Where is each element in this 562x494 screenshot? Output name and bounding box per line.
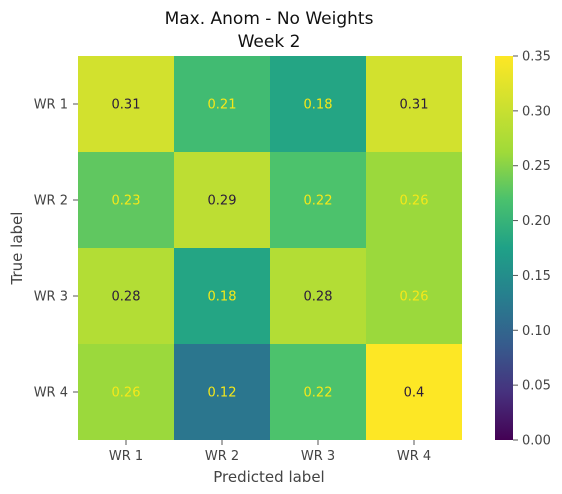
cell-value-label: 0.23: [112, 194, 141, 209]
colorbar-tick-label: 0.05: [522, 379, 551, 394]
heatmap-cell: [366, 248, 462, 344]
heatmap-cell: [270, 152, 366, 248]
cell-value-label: 0.26: [400, 290, 429, 305]
heatmap-cell: [174, 152, 270, 248]
x-axis-label: Predicted label: [213, 468, 324, 486]
cell-value-label: 0.26: [112, 386, 141, 401]
y-axis-ticks: WR 1 WR 2 WR 3 WR 4: [34, 98, 78, 401]
colorbar-tick-label: 0.00: [522, 434, 551, 449]
chart-title-line1: Max. Anom - No Weights: [165, 9, 374, 29]
cell-value-label: 0.28: [304, 290, 333, 305]
cell-value-label: 0.28: [112, 290, 141, 305]
heatmap-cell: [366, 152, 462, 248]
cell-value-label: 0.4: [404, 386, 425, 401]
heatmap-cell: [78, 248, 174, 344]
cell-value-label: 0.22: [304, 194, 333, 209]
heatmap-cell: [366, 56, 462, 152]
colorbar-tick-label: 0.10: [522, 324, 551, 339]
colorbar-tick-label: 0.15: [522, 269, 551, 284]
y-tick-label: WR 4: [34, 386, 68, 401]
heatmap-cell: [78, 344, 174, 440]
x-tick-label: WR 3: [301, 449, 335, 464]
cell-value-label: 0.31: [112, 98, 141, 113]
y-tick-label: WR 3: [34, 290, 68, 305]
x-tick-label: WR 2: [205, 449, 239, 464]
heatmap-cell: [366, 344, 462, 440]
heatmap-cell: [270, 56, 366, 152]
x-tick-label: WR 4: [397, 449, 431, 464]
cell-value-label: 0.26: [400, 194, 429, 209]
y-tick-label: WR 2: [34, 194, 68, 209]
colorbar-tick-label: 0.35: [522, 50, 551, 65]
cell-value-label: 0.21: [208, 98, 237, 113]
cell-value-label: 0.18: [304, 98, 333, 113]
heatmap-cell: [270, 248, 366, 344]
heatmap-cell: [174, 56, 270, 152]
cell-value-label: 0.18: [208, 290, 237, 305]
colorbar-tick-label: 0.30: [522, 104, 551, 119]
heatmap-cell: [174, 344, 270, 440]
heatmap-cell: [78, 152, 174, 248]
colorbar-tick-label: 0.20: [522, 214, 551, 229]
colorbar-ticks: 0.00 0.05 0.10 0.15 0.20 0.25 0.30 0.35: [513, 50, 551, 449]
x-tick-label: WR 1: [109, 449, 143, 464]
cell-value-label: 0.31: [400, 98, 429, 113]
y-tick-label: WR 1: [34, 98, 68, 113]
y-axis-label: True label: [8, 212, 26, 286]
cell-value-label: 0.12: [208, 386, 237, 401]
heatmap-cells: 0.31 0.21 0.18 0.31 0.23 0.29 0.22 0.26 0.28 0.18…: [78, 56, 462, 440]
colorbar: [495, 56, 513, 440]
colorbar-tick-label: 0.25: [522, 159, 551, 174]
x-axis-ticks: WR 1 WR 2 WR 3 WR 4: [109, 440, 431, 464]
cell-value-label: 0.22: [304, 386, 333, 401]
heatmap-cell: [78, 56, 174, 152]
cell-value-label: 0.29: [208, 194, 237, 209]
heatmap-cell: [174, 248, 270, 344]
heatmap-cell: [270, 344, 366, 440]
chart-title-line2: Week 2: [238, 32, 301, 52]
